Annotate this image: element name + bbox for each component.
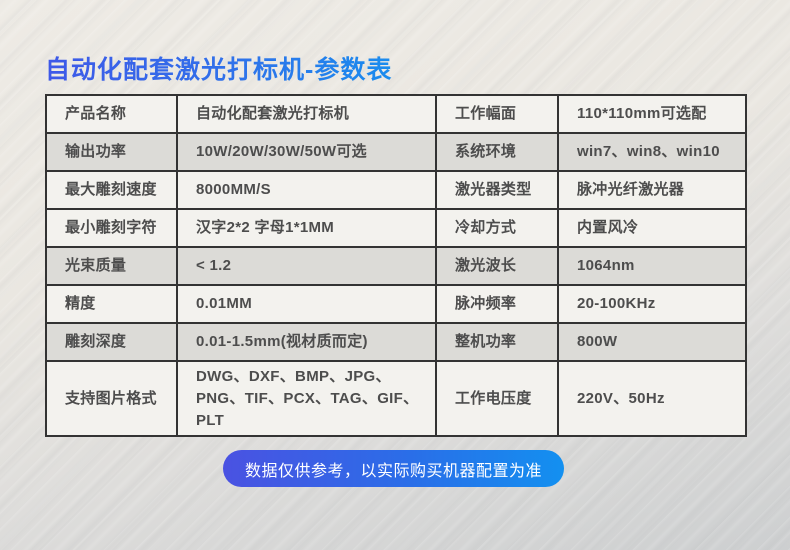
spec-label-cell: 光束质量 xyxy=(45,246,178,286)
spec-value-cell: 脉冲光纤激光器 xyxy=(557,170,747,210)
spec-table: 产品名称 自动化配套激光打标机 工作幅面 110*110mm可选配 输出功率 1… xyxy=(45,94,747,438)
spec-row: 产品名称 自动化配套激光打标机 工作幅面 110*110mm可选配 xyxy=(45,94,747,134)
spec-value-cell: 800W xyxy=(557,322,747,362)
spec-value-cell: 自动化配套激光打标机 xyxy=(176,94,437,134)
spec-value-cell: < 1.2 xyxy=(176,246,437,286)
spec-row: 输出功率 10W/20W/30W/50W可选 系统环境 win7、win8、wi… xyxy=(45,132,747,172)
spec-row: 雕刻深度 0.01-1.5mm(视材质而定) 整机功率 800W xyxy=(45,322,747,362)
spec-label-cell: 最大雕刻速度 xyxy=(45,170,178,210)
spec-label-cell: 工作电压度 xyxy=(435,359,559,438)
spec-value-cell: 8000MM/S xyxy=(176,170,437,210)
spec-value-cell: DWG、DXF、BMP、JPG、PNG、TIF、PCX、TAG、GIF、PLT xyxy=(176,359,437,438)
spec-label-cell: 工作幅面 xyxy=(435,94,559,134)
disclaimer-text: 数据仅供参考，以实际购买机器配置为准 xyxy=(244,462,542,480)
spec-label-cell: 整机功率 xyxy=(435,322,559,362)
spec-value-cell: 20-100KHz xyxy=(557,284,747,324)
spec-value-cell: 0.01-1.5mm(视材质而定) xyxy=(176,322,437,362)
spec-value-cell: 0.01MM xyxy=(176,284,437,324)
spec-value-cell: 110*110mm可选配 xyxy=(557,94,747,134)
spec-label-cell: 脉冲频率 xyxy=(435,284,559,324)
page-title: 自动化配套激光打标机-参数表 xyxy=(45,50,392,86)
spec-row: 光束质量 < 1.2 激光波长 1064nm xyxy=(45,246,747,286)
spec-label-cell: 产品名称 xyxy=(45,94,178,134)
spec-value-cell: 汉字2*2 字母1*1MM xyxy=(176,208,437,248)
spec-label-cell: 支持图片格式 xyxy=(45,359,178,438)
disclaimer-banner: 数据仅供参考，以实际购买机器配置为准 xyxy=(223,450,564,487)
spec-label-cell: 最小雕刻字符 xyxy=(45,208,178,248)
spec-label-cell: 冷却方式 xyxy=(435,208,559,248)
spec-row: 精度 0.01MM 脉冲频率 20-100KHz xyxy=(45,284,747,324)
spec-label-cell: 激光器类型 xyxy=(435,170,559,210)
spec-value-cell: 220V、50Hz xyxy=(557,359,747,438)
spec-label-cell: 激光波长 xyxy=(435,246,559,286)
spec-value-cell: win7、win8、win10 xyxy=(557,132,747,172)
spec-label-cell: 雕刻深度 xyxy=(45,322,178,362)
spec-label-cell: 精度 xyxy=(45,284,178,324)
spec-value-cell: 内置风冷 xyxy=(557,208,747,248)
spec-row: 最大雕刻速度 8000MM/S 激光器类型 脉冲光纤激光器 xyxy=(45,170,747,210)
spec-row: 最小雕刻字符 汉字2*2 字母1*1MM 冷却方式 内置风冷 xyxy=(45,208,747,248)
spec-value-cell: 10W/20W/30W/50W可选 xyxy=(176,132,437,172)
spec-value-cell: 1064nm xyxy=(557,246,747,286)
spec-label-cell: 系统环境 xyxy=(435,132,559,172)
spec-label-cell: 输出功率 xyxy=(45,132,178,172)
spec-row: 支持图片格式 DWG、DXF、BMP、JPG、PNG、TIF、PCX、TAG、G… xyxy=(45,359,747,438)
